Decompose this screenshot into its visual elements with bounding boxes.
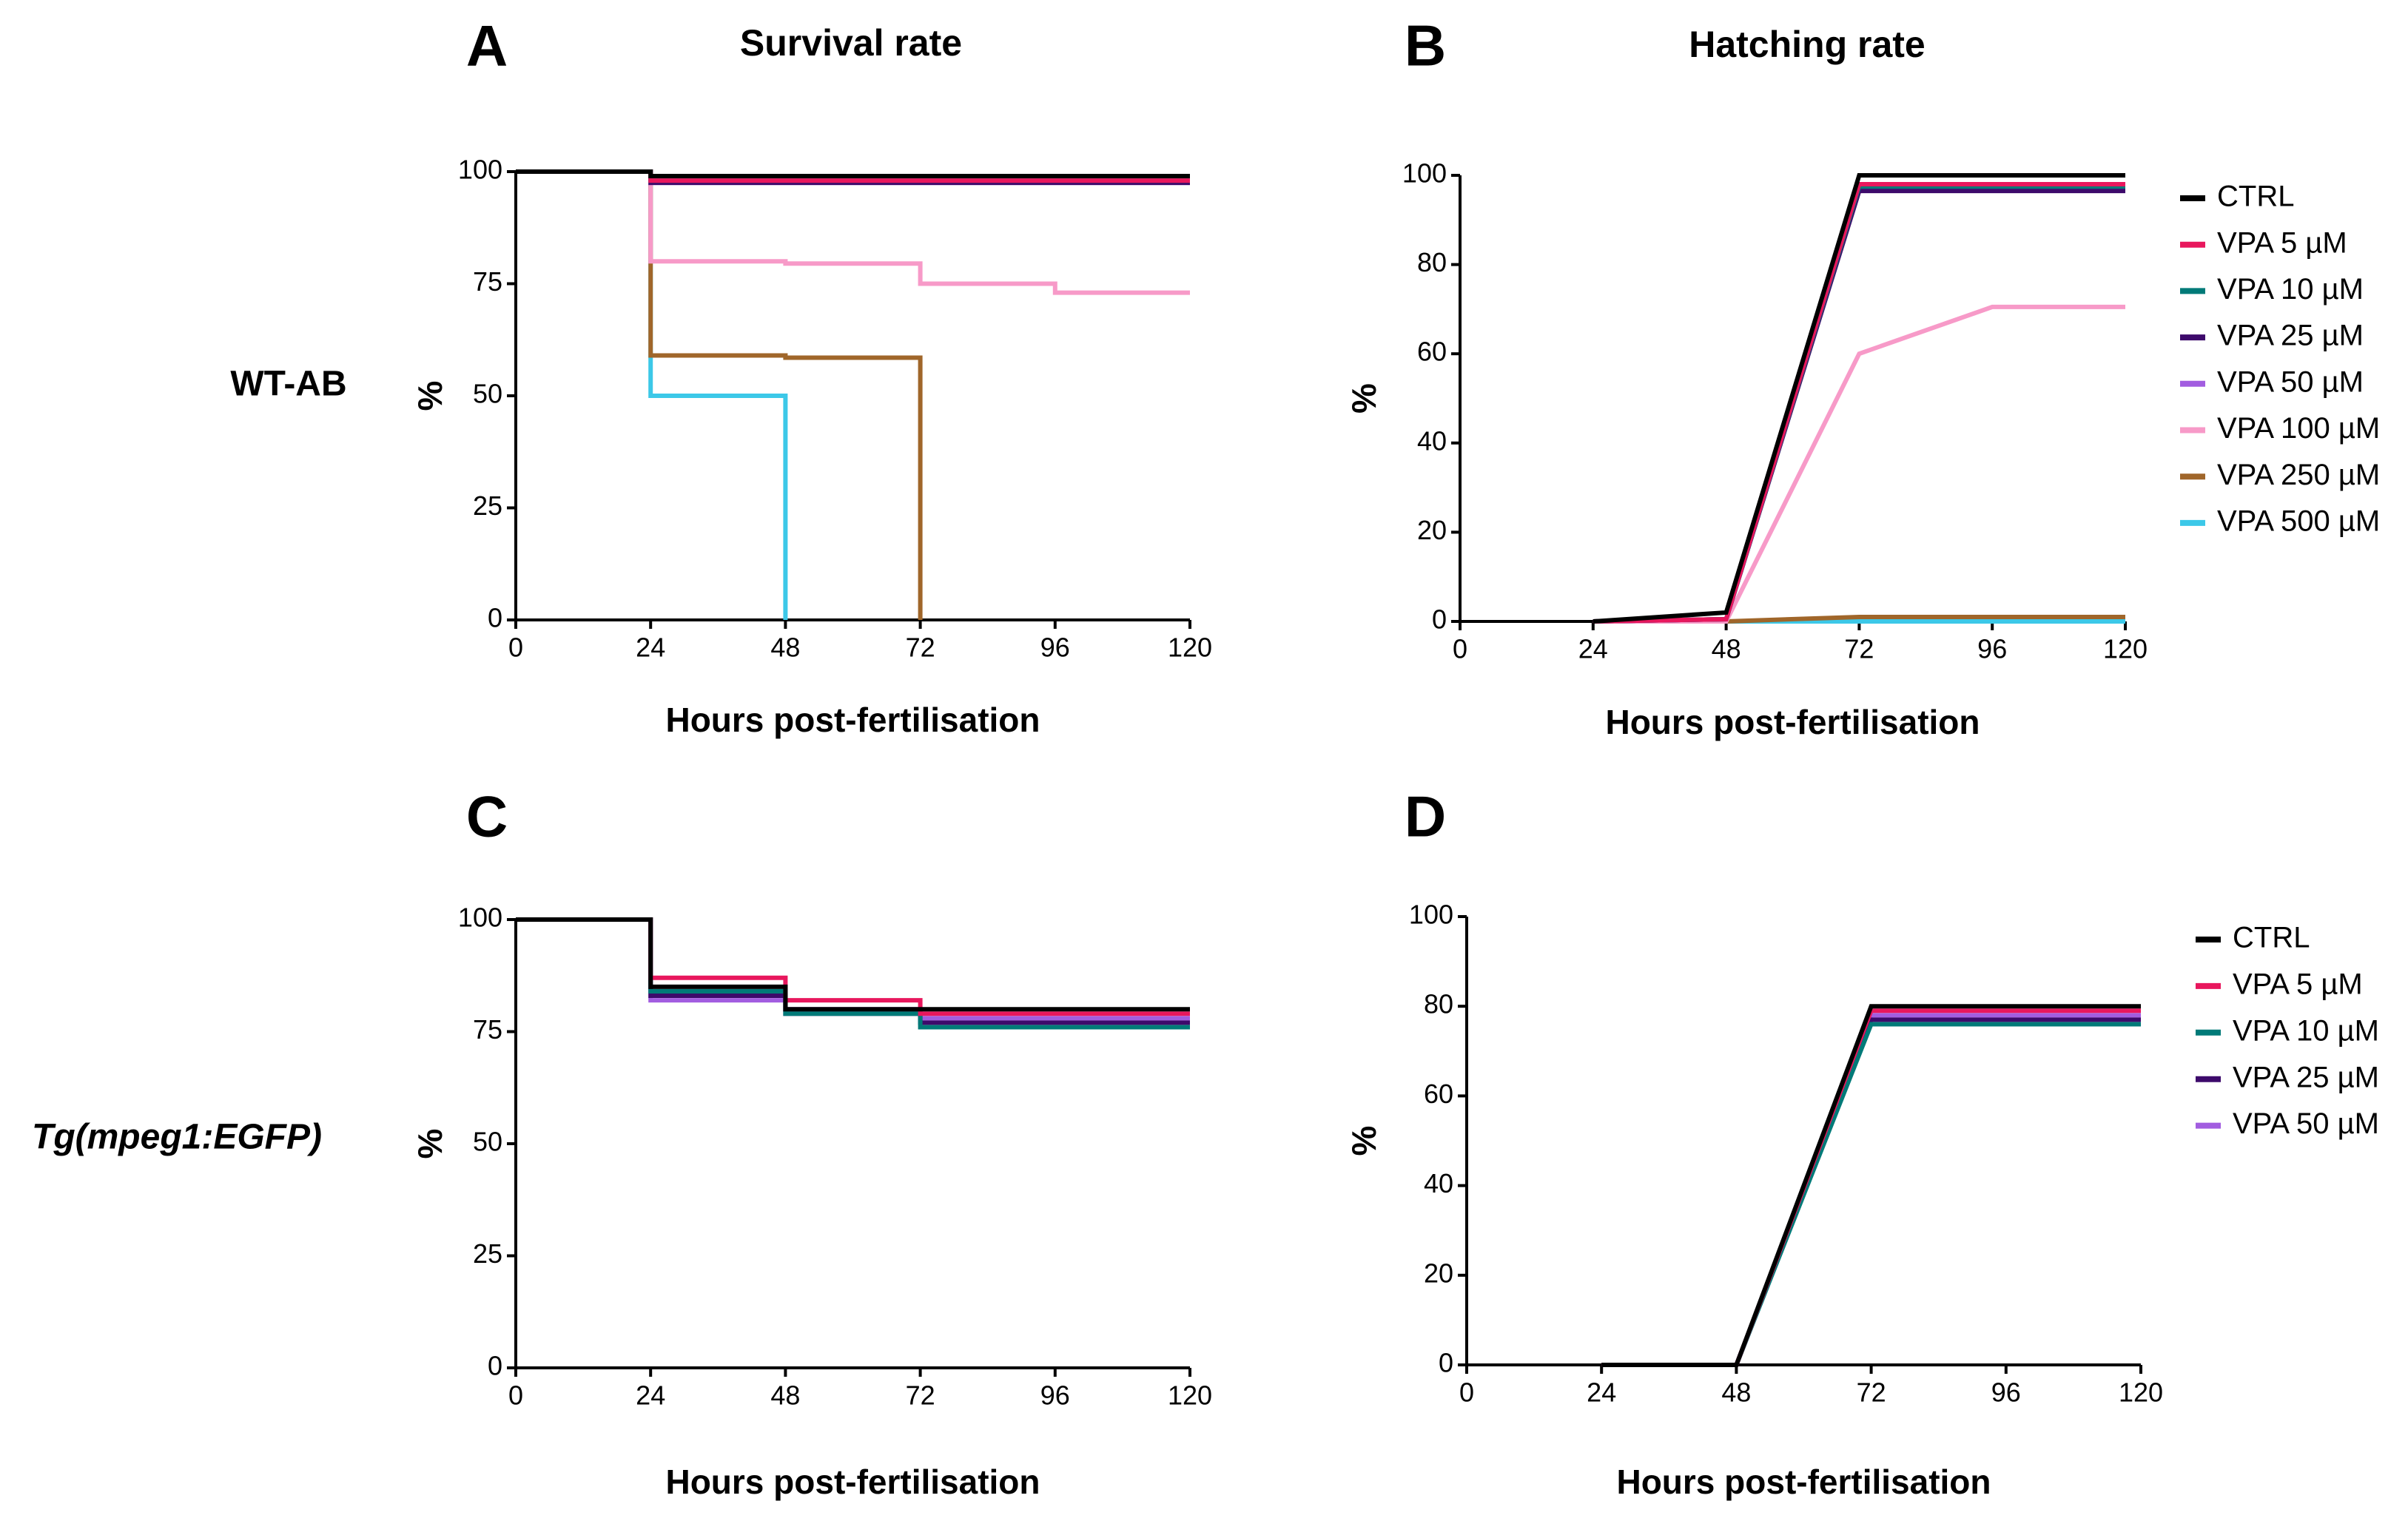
x-tick-label: 96 bbox=[1991, 1377, 2021, 1408]
x-tick-label: 0 bbox=[508, 633, 523, 663]
x-tick-label: 72 bbox=[906, 633, 935, 663]
row-label: WT-AB bbox=[230, 365, 346, 404]
x-tick-label: 24 bbox=[636, 633, 665, 663]
x-tick-label: 72 bbox=[906, 1380, 935, 1411]
chart-title: Hatching rate bbox=[1689, 24, 1926, 65]
y-tick-label: 25 bbox=[473, 490, 502, 521]
legend-label: CTRL bbox=[2233, 922, 2310, 954]
y-tick-label: 40 bbox=[1417, 425, 1447, 456]
x-tick-label: 0 bbox=[1459, 1377, 1474, 1408]
x-tick-label: 96 bbox=[1040, 1380, 1070, 1411]
y-axis-label: % bbox=[411, 1129, 449, 1159]
legend-label: VPA 10 µM bbox=[2217, 273, 2364, 306]
legend-label: VPA 250 µM bbox=[2217, 459, 2380, 491]
panel: C Hours post-fertilisation% 0 25 50 75 100 0 24 4… bbox=[411, 784, 1212, 1502]
x-tick-label: 48 bbox=[770, 633, 800, 663]
y-tick-label: 80 bbox=[1424, 989, 1453, 1019]
x-axis-label: Hours post-fertilisation bbox=[1605, 703, 1980, 741]
legend-label: VPA 25 µM bbox=[2217, 320, 2364, 352]
x-axis-label: Hours post-fertilisation bbox=[665, 1463, 1040, 1501]
x-tick-label: 96 bbox=[1977, 634, 2007, 664]
row-label: Tg(mpeg1:EGFP) bbox=[32, 1118, 322, 1157]
series-line bbox=[516, 169, 1190, 295]
legend-label: VPA 5 µM bbox=[2233, 968, 2363, 1000]
x-tick-label: 72 bbox=[1857, 1377, 1886, 1408]
x-tick-label: 48 bbox=[770, 1380, 800, 1411]
y-tick-label: 0 bbox=[488, 1351, 502, 1381]
legend-label: VPA 50 µM bbox=[2217, 365, 2364, 398]
y-tick-label: 60 bbox=[1417, 337, 1447, 367]
legend-label: VPA 10 µM bbox=[2233, 1014, 2379, 1047]
x-tick-label: 24 bbox=[1578, 634, 1608, 664]
y-tick-label: 40 bbox=[1424, 1168, 1453, 1198]
y-tick-label: 100 bbox=[1409, 900, 1453, 930]
series-line bbox=[516, 917, 1190, 1012]
y-tick-label: 100 bbox=[1402, 158, 1447, 189]
panel: D Hours post-fertilisation% 0 20 40 60 80 100 0 2… bbox=[1345, 784, 2379, 1502]
x-tick-label: 0 bbox=[1453, 634, 1467, 664]
panel-letter: B bbox=[1405, 13, 1446, 78]
x-tick-label: 48 bbox=[1721, 1377, 1751, 1408]
y-tick-label: 50 bbox=[473, 379, 502, 409]
y-tick-label: 25 bbox=[473, 1238, 502, 1269]
y-tick-label: 20 bbox=[1417, 515, 1447, 545]
y-tick-label: 100 bbox=[458, 155, 502, 185]
series-line bbox=[1593, 173, 2125, 624]
y-axis-label: % bbox=[411, 381, 449, 411]
x-tick-label: 120 bbox=[1168, 1380, 1212, 1411]
series-line bbox=[1601, 1004, 2141, 1367]
legend-label: VPA 5 µM bbox=[2217, 226, 2347, 259]
y-axis-label: % bbox=[1345, 1126, 1383, 1156]
y-tick-label: 75 bbox=[473, 266, 502, 297]
x-tick-label: 120 bbox=[2103, 634, 2148, 664]
legend-label: CTRL bbox=[2217, 181, 2294, 213]
y-axis-label: % bbox=[1345, 383, 1383, 414]
legend-label: VPA 50 µM bbox=[2233, 1107, 2379, 1140]
legend-label: VPA 100 µM bbox=[2217, 412, 2380, 445]
legend-label: VPA 500 µM bbox=[2217, 505, 2380, 537]
x-tick-label: 24 bbox=[636, 1380, 665, 1411]
x-tick-label: 0 bbox=[508, 1380, 523, 1411]
y-tick-label: 60 bbox=[1424, 1079, 1453, 1109]
panel: A Survival rate Hours post-fertilisation% 0… bbox=[411, 13, 1212, 740]
y-tick-label: 0 bbox=[1439, 1348, 1453, 1378]
x-axis-label: Hours post-fertilisation bbox=[665, 701, 1040, 739]
y-tick-label: 50 bbox=[473, 1127, 502, 1157]
x-axis-label: Hours post-fertilisation bbox=[1616, 1463, 1991, 1501]
x-tick-label: 96 bbox=[1040, 633, 1070, 663]
chart-title: Survival rate bbox=[740, 22, 962, 64]
panel-letter: D bbox=[1405, 784, 1446, 849]
series-line bbox=[516, 169, 1190, 179]
x-tick-label: 72 bbox=[1844, 634, 1874, 664]
y-tick-label: 0 bbox=[1432, 604, 1447, 635]
x-tick-label: 24 bbox=[1587, 1377, 1616, 1408]
legend-label: VPA 25 µM bbox=[2233, 1061, 2379, 1093]
panel: B Hatching rate Hours post-fertilisation% 0… bbox=[1345, 13, 2380, 742]
y-tick-label: 75 bbox=[473, 1014, 502, 1045]
series-line bbox=[1593, 182, 2125, 624]
y-tick-label: 20 bbox=[1424, 1258, 1453, 1288]
panel-letter: A bbox=[466, 13, 508, 78]
y-tick-label: 100 bbox=[458, 903, 502, 933]
x-tick-label: 48 bbox=[1712, 634, 1741, 664]
x-tick-label: 120 bbox=[1168, 633, 1212, 663]
x-tick-label: 120 bbox=[2119, 1377, 2163, 1408]
y-tick-label: 0 bbox=[488, 603, 502, 633]
panel-letter: C bbox=[466, 784, 508, 849]
y-tick-label: 80 bbox=[1417, 247, 1447, 277]
